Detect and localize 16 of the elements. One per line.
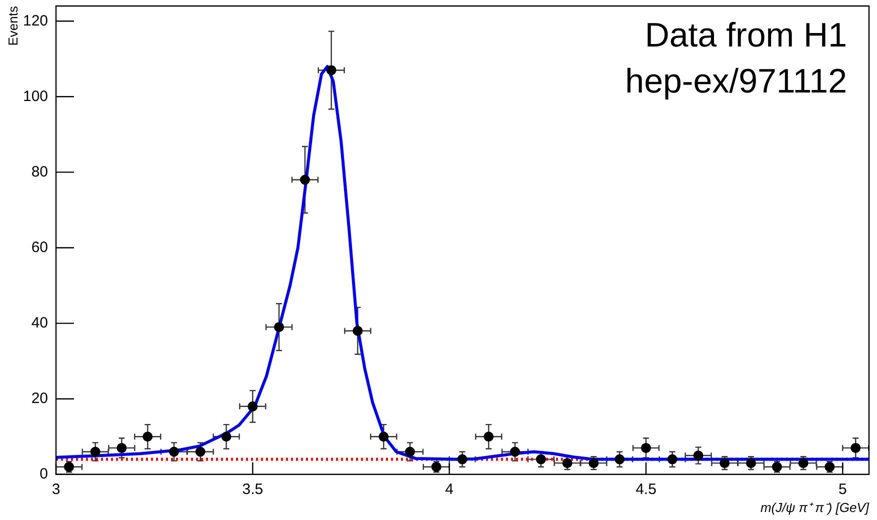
annotation: hep-ex/971112 [625,62,847,100]
y-tick-label: 0 [40,466,48,483]
y-tick-label: 20 [31,390,48,407]
y-tick-label: 60 [31,238,48,256]
x-tick-label: 5 [838,481,847,498]
x-tick-label: 4 [445,481,454,498]
annotation: Data from H1 [644,16,847,54]
y-tick-label: 80 [31,163,48,180]
x-tick-label: 4.5 [636,481,656,498]
y-tick-label: 120 [22,12,48,30]
y-tick-label: 100 [22,88,48,105]
y-tick-label: 40 [31,314,48,332]
x-axis-title: m(J/ψ π⁺ π⁻) [GeV] [760,500,870,515]
y-axis-title: Events [6,6,21,46]
x-tick-label: 3 [52,481,60,498]
x-tick-label: 3.5 [242,481,264,498]
